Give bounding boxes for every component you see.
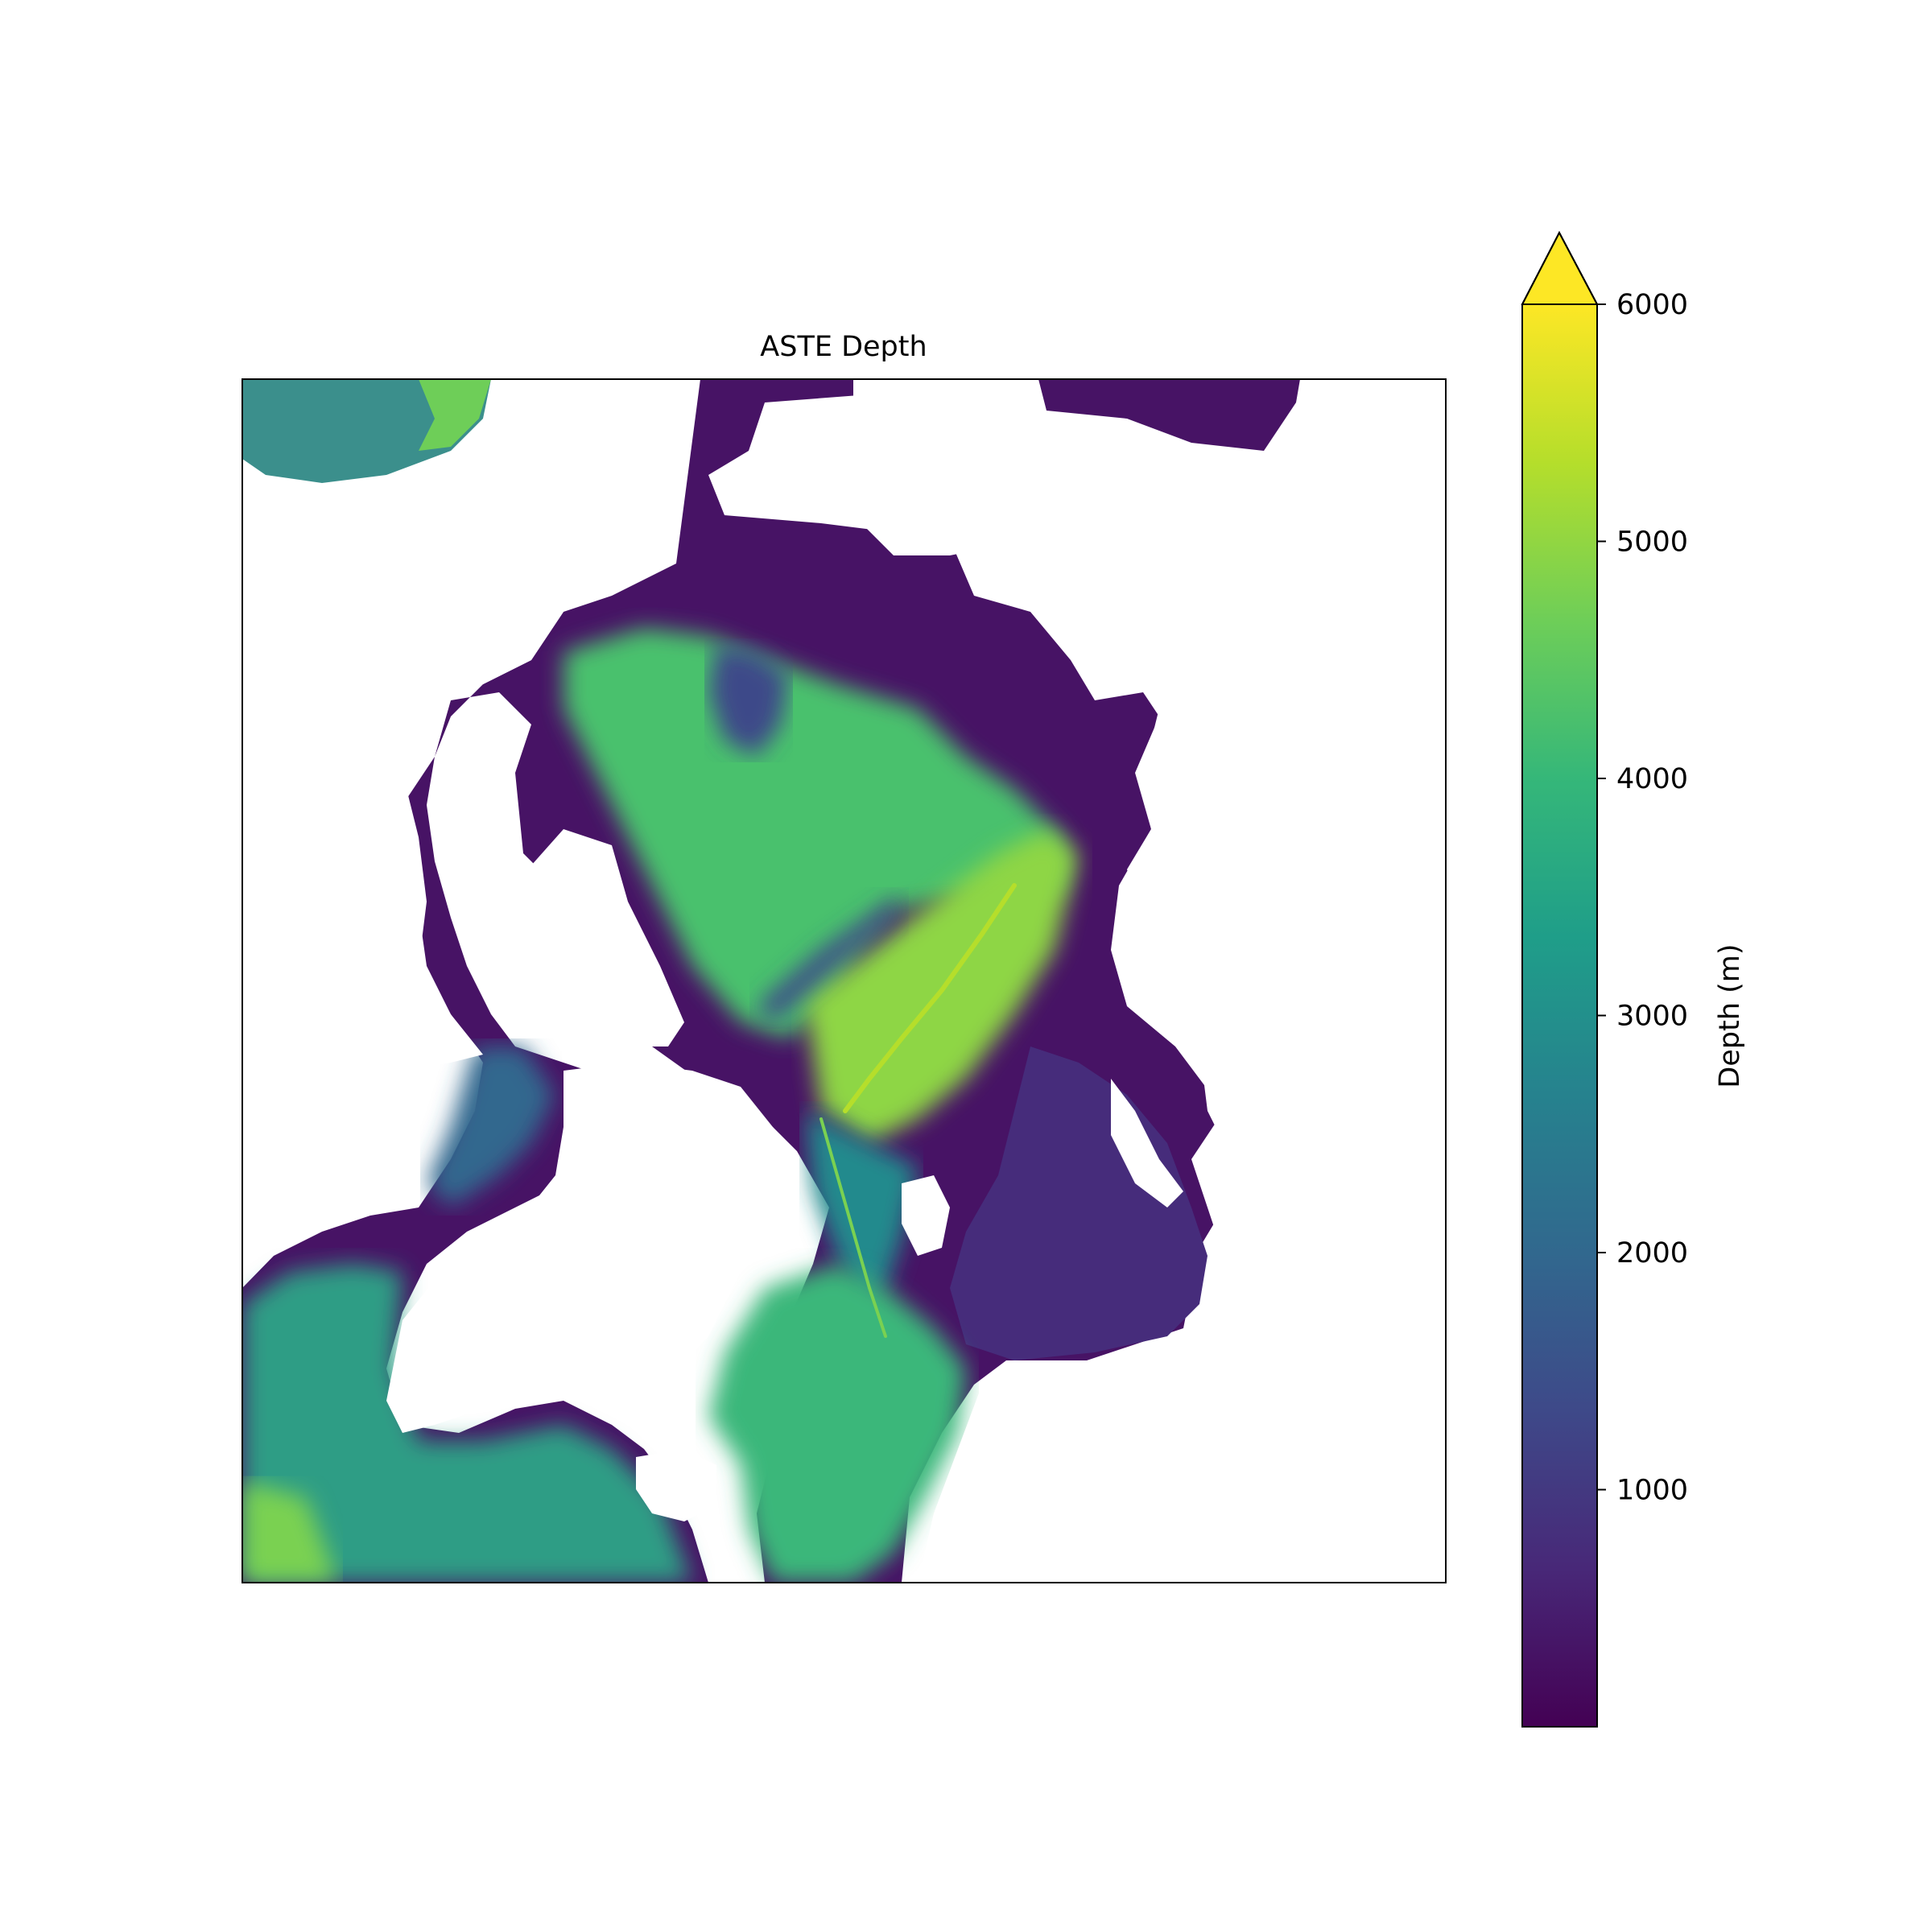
eurasia-land xyxy=(1111,419,1446,1583)
novaya-zemlya-land xyxy=(1111,1079,1183,1208)
map-area xyxy=(242,379,1446,1583)
svalbard-land xyxy=(902,1175,950,1256)
pacific-corner-region xyxy=(242,379,491,483)
plot-frame xyxy=(242,378,1447,1583)
pacific-deep-region xyxy=(419,379,491,451)
gakkel-ridge-line xyxy=(843,883,1017,1113)
land-masses xyxy=(242,394,1446,1583)
baffin-bay-region xyxy=(427,1046,555,1208)
colorbar-extend-arrow xyxy=(1521,230,1599,305)
colorbar-tick-label-1000: 1000 xyxy=(1616,1475,1688,1507)
colorbar-body xyxy=(1522,304,1597,1727)
scandinavia-land xyxy=(918,1368,1191,1583)
lomonosov-ridge-region xyxy=(757,894,902,1022)
greenland-land xyxy=(386,1063,797,1433)
arctic-archipelago-island xyxy=(499,829,684,1046)
depth-field xyxy=(242,379,1300,1583)
barents-shelf-region xyxy=(950,1046,1208,1360)
canadian-archipelago-land xyxy=(242,499,564,1256)
ridge-highlights xyxy=(819,883,1017,1338)
colorbar-tick-label-4000: 4000 xyxy=(1616,763,1688,795)
iceland-land xyxy=(636,1449,716,1521)
bering-shelf-region xyxy=(1038,379,1300,451)
colorbar-tick-label-5000: 5000 xyxy=(1616,526,1688,559)
chart-title: ASTE Depth xyxy=(760,331,927,363)
colorbar-ticks: 1000 2000 3000 4000 5000 6000 xyxy=(1597,289,1688,1507)
atlantic-deep-region xyxy=(242,1481,338,1583)
canada-basin-region xyxy=(564,628,1063,1038)
colorbar-tick-label-6000: 6000 xyxy=(1616,289,1688,321)
nordic-seas-region xyxy=(708,1264,966,1583)
colorbar-tick-label-3000: 3000 xyxy=(1616,1001,1688,1033)
colorbar-tick-label-2000: 2000 xyxy=(1616,1237,1688,1269)
siberia-land xyxy=(749,394,1071,555)
colorbar: 1000 2000 3000 4000 5000 6000 Depth (m) xyxy=(1521,230,1746,1728)
fram-ridge-line xyxy=(819,1117,887,1338)
colorbar-label: Depth (m) xyxy=(1714,943,1746,1088)
north-atlantic-region xyxy=(242,1264,692,1583)
mendeleev-ridge-region xyxy=(708,644,789,757)
